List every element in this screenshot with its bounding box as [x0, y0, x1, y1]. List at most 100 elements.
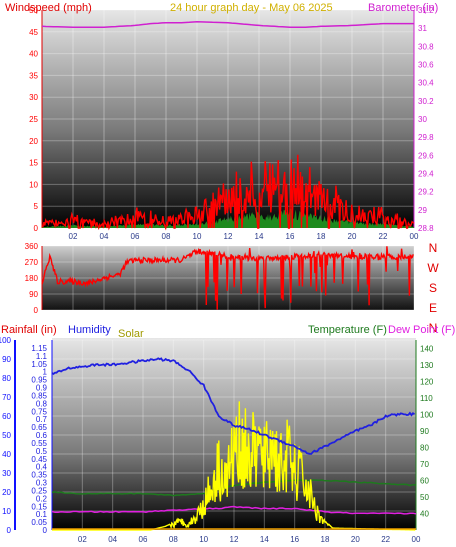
barometer-line [41, 21, 414, 29]
rainfall-tick-labels: 0 10 20 30 40 50 60 70 80 90 100 [0, 336, 12, 535]
compass-letter: N [429, 321, 438, 335]
humidity-tick: 0.5 [36, 447, 48, 456]
humidity-tick: 0.8 [36, 399, 48, 408]
humidity-tick: 1 [43, 368, 48, 377]
humidity-tick-labels: 00.050.10.150.20.250.30.350.40.450.50.55… [31, 344, 47, 535]
humidity-tick: 0.85 [31, 391, 47, 400]
wind-gust-fill [42, 208, 414, 228]
humidity-tick: 0.4 [36, 463, 48, 472]
direction-tick: 0 [34, 306, 39, 315]
wind-x-tick: 16 [286, 232, 295, 241]
rainfall-tick: 60 [2, 412, 11, 421]
windspeed-tick: 10 [29, 180, 38, 189]
windspeed-tick: 15 [29, 159, 38, 168]
climate-x-tick: 00 [412, 535, 421, 544]
humidity-tick: 0 [43, 526, 48, 535]
windspeed-tick: 50 [29, 6, 38, 15]
barometer-tick: 30.4 [418, 79, 434, 88]
humidity-tick: 0.65 [31, 423, 47, 432]
wind-series [41, 21, 415, 231]
windspeed-tick: 45 [29, 28, 38, 37]
windspeed-axis-label: Windspeed (mph) [5, 2, 92, 14]
windspeed-tick: 35 [29, 71, 38, 80]
temperature-tick: 140 [420, 344, 434, 353]
barometer-tick: 29.4 [418, 170, 434, 179]
humidity-tick: 0.95 [31, 376, 47, 385]
climate-x-tick: 08 [169, 535, 178, 544]
rainfall-tick: 50 [2, 431, 11, 440]
rainfall-tick: 30 [2, 469, 11, 478]
windspeed-tick: 0 [34, 224, 39, 233]
wind-x-tick: 04 [100, 232, 109, 241]
windspeed-tick-labels: 0 5 10 15 20 25 30 35 40 45 50 [29, 6, 38, 233]
rainfall-tick: 40 [2, 450, 11, 459]
humidity-tick: 0.75 [31, 407, 47, 416]
temperature-tick: 50 [420, 493, 429, 502]
humidity-tick: 1.05 [31, 360, 47, 369]
humidity-tick: 0.7 [36, 415, 48, 424]
wind-grid [42, 9, 415, 229]
rainfall-tick: 10 [2, 507, 11, 516]
dewpoint-line [51, 505, 417, 515]
solar-axis-label: Solar [118, 328, 144, 340]
climate-x-tick: 22 [381, 535, 390, 544]
wind-x-tick: 10 [193, 232, 202, 241]
direction-tick: 180 [25, 274, 39, 283]
wind-x-tick: 06 [131, 232, 140, 241]
wind-x-tick: 14 [255, 232, 264, 241]
compass-letter: S [429, 281, 437, 295]
barometer-tick: 30.8 [418, 42, 434, 51]
temperature-tick: 110 [420, 394, 433, 403]
dewpoint-axis-label: Dew Point (F) [388, 324, 455, 336]
rainfall-tick: 90 [2, 355, 11, 364]
humidity-tick: 0.35 [31, 471, 47, 480]
temperature-tick: 40 [420, 509, 429, 518]
windspeed-tick: 5 [34, 202, 39, 211]
wind-x-tick-labels: 02 04 06 08 10 12 14 16 18 20 22 00 [69, 232, 419, 241]
temperature-line [51, 479, 417, 497]
wind-x-tick: 18 [317, 232, 326, 241]
barometer-tick: 30.6 [418, 61, 434, 70]
humidity-tick: 0.3 [36, 479, 48, 488]
barometer-tick: 29.8 [418, 133, 434, 142]
wind-x-tick: 08 [162, 232, 171, 241]
barometer-tick: 30 [418, 115, 427, 124]
rainfall-axis-label: Rainfall (in) [1, 324, 57, 336]
climate-x-tick: 10 [199, 535, 208, 544]
barometer-tick-labels: 28.8 29 29.2 29.4 29.6 29.8 30 30.2 30.4 30.6 30.8… [418, 6, 434, 233]
temperature-tick: 70 [420, 460, 429, 469]
direction-tick: 360 [25, 242, 39, 251]
rainfall-tick: 20 [2, 488, 11, 497]
wind-direction-line [41, 246, 414, 310]
temperature-axis-label: Temperature (F) [308, 324, 387, 336]
windspeed-tick: 25 [29, 115, 38, 124]
humidity-tick: 0.05 [31, 518, 47, 527]
humidity-line [51, 357, 416, 455]
graph-title: 24 hour graph day - May 06 2025 [170, 2, 333, 14]
rainfall-tick: 100 [0, 336, 12, 345]
temperature-tick: 120 [420, 377, 434, 386]
windspeed-tick: 20 [29, 137, 38, 146]
temperature-tick-labels: 40 50 60 70 80 90 100 110 120 130 140 [420, 344, 434, 518]
compass-letter: N [429, 241, 438, 255]
barometer-tick: 29.6 [418, 151, 434, 160]
compass-letter: W [427, 261, 439, 275]
windspeed-tick: 30 [29, 93, 38, 102]
barometer-tick: 29.2 [418, 188, 434, 197]
direction-tick-labels: 0 90 180 270 360 [25, 242, 39, 315]
humidity-tick: 0.25 [31, 486, 47, 495]
temperature-tick: 80 [420, 443, 429, 452]
climate-x-tick-labels: 02 04 06 08 10 12 14 16 18 20 22 00 [78, 535, 421, 544]
humidity-tick: 1.15 [31, 344, 47, 353]
humidity-tick: 1.1 [36, 352, 48, 361]
barometer-tick: 31.2 [418, 6, 434, 15]
barometer-tick: 28.8 [418, 224, 434, 233]
windspeed-tick: 40 [29, 50, 38, 59]
climate-x-tick: 02 [78, 535, 87, 544]
barometer-axis-label: Barometer (in) [368, 2, 438, 14]
climate-x-tick: 12 [230, 535, 239, 544]
humidity-tick: 0.9 [36, 384, 48, 393]
barometer-tick: 30.2 [418, 97, 434, 106]
climate-x-tick: 14 [260, 535, 269, 544]
humidity-tick: 0.6 [36, 431, 48, 440]
